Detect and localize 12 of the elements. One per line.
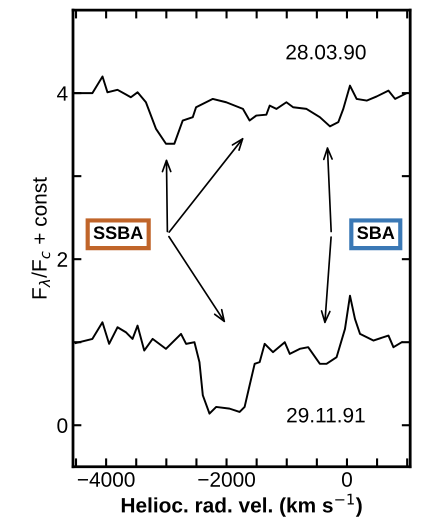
y-tick-label: 4 <box>57 86 68 101</box>
annotation: 29.11.91 <box>287 408 365 423</box>
x-tick-label: −2000 <box>198 472 255 487</box>
y-tick-label: 2 <box>58 252 68 267</box>
annotation: SBA <box>357 226 394 240</box>
x-tick-label: −4000 <box>78 472 135 487</box>
annotation: 28.03.90 <box>286 44 366 60</box>
x-tick-label: 0 <box>342 472 352 487</box>
y-tick-label: 0 <box>57 418 68 433</box>
y-axis-title: F$_{λ}$/F$_{c}$ + const <box>31 177 50 298</box>
annotation: SSBA <box>94 226 143 240</box>
x-axis-title: Helioc. rad. vel. (km s$^{−1}$) <box>122 494 362 517</box>
